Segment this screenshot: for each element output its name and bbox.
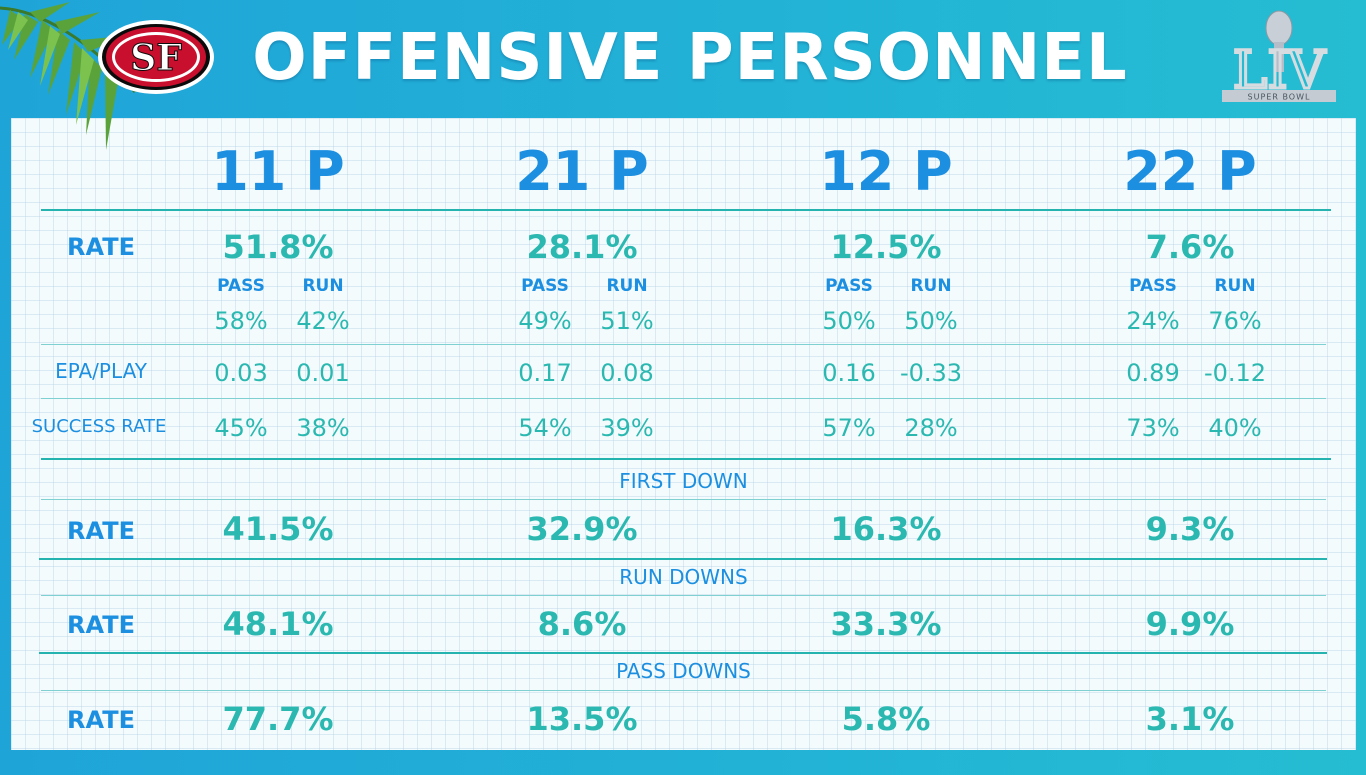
first-down-rate: 9.3% [1145, 510, 1235, 548]
section-pass-downs: PASS DOWNS [616, 659, 751, 683]
success-pass: 57% [822, 414, 876, 442]
rate-value: 28.1% [526, 228, 638, 266]
column-header-12p: 12 P [819, 140, 953, 203]
success-pass: 45% [214, 414, 268, 442]
pass-header: PASS [521, 276, 569, 296]
pass-header: PASS [1129, 276, 1177, 296]
column-header-21p: 21 P [515, 140, 649, 203]
pass-share: 58% [214, 307, 268, 335]
epa-run: -0.12 [1203, 359, 1267, 387]
epa-run: -0.33 [899, 359, 963, 387]
pass-header: PASS [217, 276, 265, 296]
success-pass: 73% [1126, 414, 1180, 442]
epa-pass: 0.89 [1126, 359, 1180, 387]
epa-run: 0.08 [600, 359, 654, 387]
divider [39, 652, 1327, 654]
pass-header: PASS [825, 276, 873, 296]
row-label-rate: RATE [67, 611, 135, 639]
run-downs-rate: 9.9% [1145, 605, 1235, 643]
palm-leaf-icon [0, 2, 137, 150]
team-logo: SF [98, 20, 214, 94]
pass-share: 50% [822, 307, 876, 335]
row-label-rate: RATE [67, 233, 135, 261]
divider [39, 558, 1327, 560]
success-run: 40% [1208, 414, 1262, 442]
rate-value: 51.8% [222, 228, 334, 266]
pass-downs-rate: 5.8% [841, 700, 931, 738]
section-first-down: FIRST DOWN [619, 469, 748, 493]
pass-share: 24% [1126, 307, 1180, 335]
run-share: 51% [600, 307, 654, 335]
pass-share: 49% [518, 307, 572, 335]
run-downs-rate: 8.6% [537, 605, 627, 643]
svg-text:SUPER BOWL: SUPER BOWL [1248, 93, 1311, 102]
column-header-11p: 11 P [211, 140, 345, 203]
first-down-rate: 32.9% [526, 510, 638, 548]
page-title: OFFENSIVE PERSONNEL [252, 21, 1128, 95]
stats-panel: 11 P 21 P 12 P 22 P RATE 51.8% 28.1% 12.… [11, 118, 1356, 750]
section-run-downs: RUN DOWNS [619, 565, 748, 589]
divider [41, 344, 1326, 345]
rate-value: 7.6% [1145, 228, 1235, 266]
success-run: 38% [296, 414, 350, 442]
run-share: 42% [296, 307, 350, 335]
header: SF OFFENSIVE PERSONNEL LIV SUPER BOWL [0, 0, 1366, 150]
divider [41, 209, 1331, 211]
row-label-rate: RATE [67, 517, 135, 545]
epa-pass: 0.03 [214, 359, 268, 387]
epa-run: 0.01 [296, 359, 350, 387]
run-header: RUN [302, 276, 344, 296]
rate-value: 12.5% [830, 228, 942, 266]
pass-downs-rate: 13.5% [526, 700, 638, 738]
pass-downs-rate: 3.1% [1145, 700, 1235, 738]
success-pass: 54% [518, 414, 572, 442]
run-header: RUN [606, 276, 648, 296]
column-header-22p: 22 P [1123, 140, 1257, 203]
first-down-rate: 16.3% [830, 510, 942, 548]
divider [41, 595, 1326, 596]
epa-pass: 0.16 [822, 359, 876, 387]
success-run: 39% [600, 414, 654, 442]
epa-pass: 0.17 [518, 359, 572, 387]
divider [41, 398, 1326, 399]
divider [41, 690, 1326, 691]
run-share: 76% [1208, 307, 1262, 335]
run-downs-rate: 48.1% [222, 605, 334, 643]
row-label-epa: EPA/PLAY [55, 359, 147, 383]
first-down-rate: 41.5% [222, 510, 334, 548]
divider [41, 458, 1331, 460]
divider [41, 499, 1326, 500]
run-header: RUN [1214, 276, 1256, 296]
row-label-rate: RATE [67, 706, 135, 734]
run-share: 50% [904, 307, 958, 335]
success-run: 28% [904, 414, 958, 442]
row-label-success-rate: SUCCESS RATE [31, 416, 167, 437]
run-downs-rate: 33.3% [830, 605, 942, 643]
pass-downs-rate: 77.7% [222, 700, 334, 738]
run-header: RUN [910, 276, 952, 296]
super-bowl-logo: LIV SUPER BOWL [1222, 10, 1336, 103]
svg-text:SF: SF [130, 37, 182, 79]
